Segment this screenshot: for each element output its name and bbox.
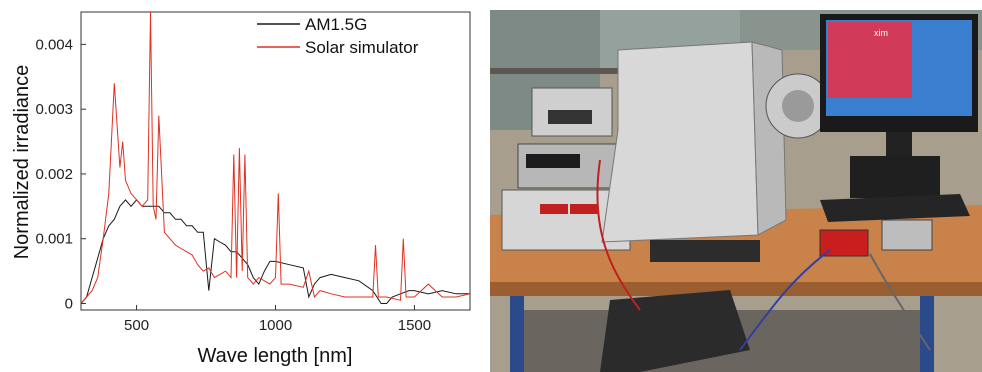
y-tick-label: 0.004	[35, 36, 73, 53]
grey-cable	[869, 253, 931, 351]
simulator-base	[650, 240, 760, 262]
x-tick-label: 1500	[398, 317, 431, 334]
controller-display-2	[570, 204, 598, 214]
monitor-stand	[886, 132, 912, 156]
legend-label-am15g: AM1.5G	[305, 15, 367, 34]
y-axis-title: Normalized irradiance	[11, 65, 33, 260]
window-frame-bar	[490, 68, 740, 74]
pc-tower	[850, 156, 940, 198]
legend: AM1.5G Solar simulator	[257, 15, 419, 57]
x-tick-label: 1000	[259, 317, 292, 334]
y-tick-label: 0.002	[35, 166, 73, 183]
lab-photo-illustration: xim	[490, 10, 982, 372]
series-layer	[80, 11, 471, 304]
x-tick-label: 500	[124, 317, 149, 334]
red-cable	[596, 159, 641, 311]
series-line-solar-simulator	[80, 11, 471, 304]
series-line-am15g	[80, 199, 470, 304]
sample-holder-box	[881, 219, 933, 251]
frame-leg-left	[510, 296, 524, 372]
blue-cable	[739, 249, 831, 351]
lab-setup-photo: xim	[490, 10, 982, 372]
legend-label-solar-simulator: Solar simulator	[305, 38, 419, 57]
frame-leg-right	[920, 296, 934, 372]
tick-layer: 500 1000 1500 0 0.001 0.002 0.003 0.004	[35, 36, 431, 334]
simulator-housing	[601, 41, 759, 243]
y-tick-label: 0	[65, 296, 73, 313]
monitor-app-brand: xim	[874, 28, 888, 38]
power-meter-display	[548, 110, 592, 124]
table-edge	[490, 282, 982, 296]
irradiance-chart: 500 1000 1500 0 0.001 0.002 0.003 0.004 Normali…	[0, 0, 480, 372]
monitor-app-window	[828, 22, 912, 98]
controller-display	[540, 204, 568, 214]
multimeter-display	[526, 154, 580, 168]
lamp-housing-inner	[782, 90, 814, 122]
x-axis-title: Wave length [nm]	[198, 345, 353, 367]
y-tick-label: 0.003	[35, 101, 73, 118]
keyboard	[820, 194, 970, 222]
chart-svg: 500 1000 1500 0 0.001 0.002 0.003 0.004 Normali…	[11, 11, 471, 367]
simulator-side	[751, 41, 787, 236]
y-tick-label: 0.001	[35, 231, 73, 248]
black-mat	[600, 290, 750, 372]
